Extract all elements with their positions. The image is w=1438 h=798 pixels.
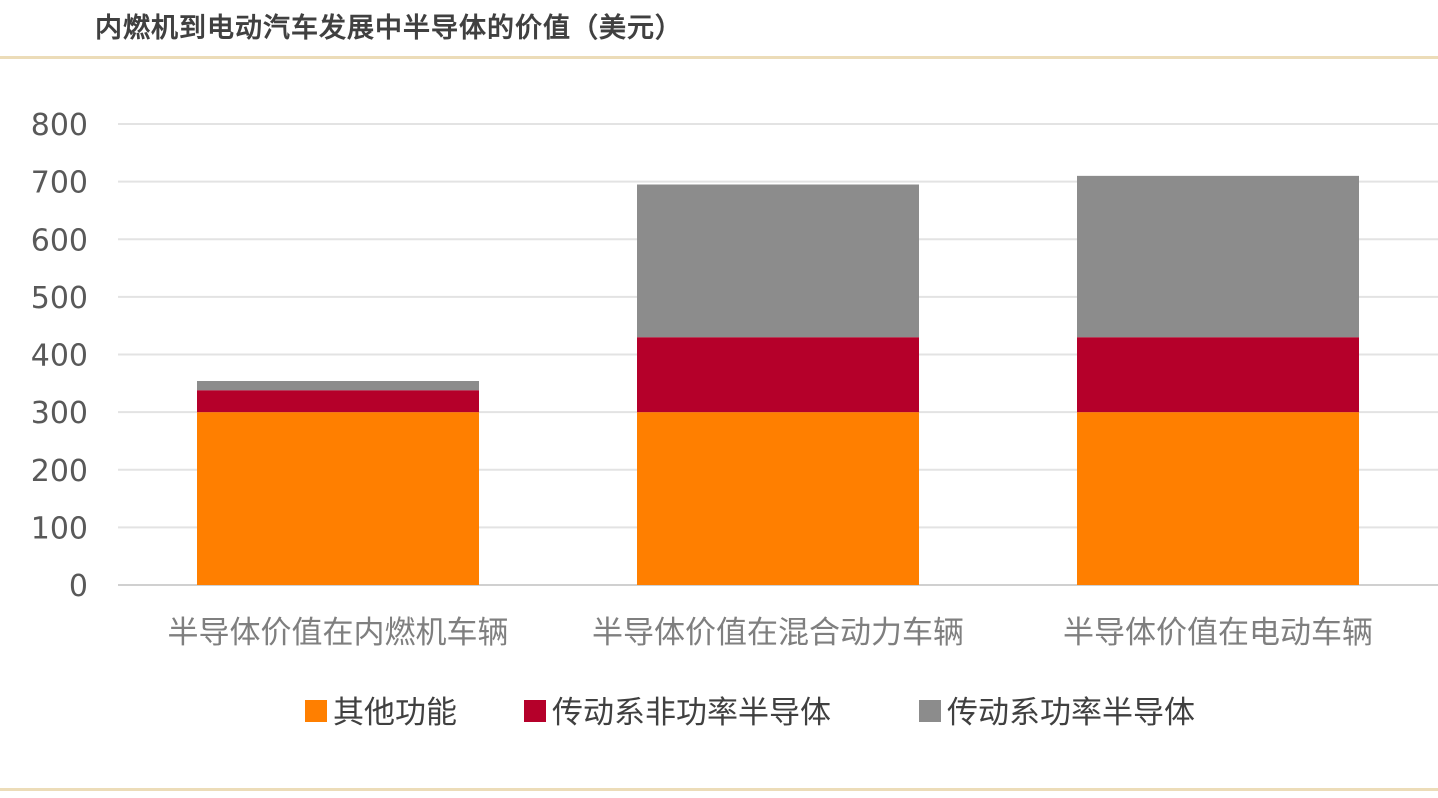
y-tick-label: 400 bbox=[31, 339, 88, 374]
bar-segment bbox=[197, 390, 479, 413]
x-tick-label: 半导体价值在混合动力车辆 bbox=[592, 615, 964, 651]
y-axis-tick-labels: 0 100 200 300 400 500 600 700 800 bbox=[31, 108, 88, 604]
legend-label: 传动系非功率半导体 bbox=[552, 695, 831, 731]
y-tick-label: 500 bbox=[31, 281, 88, 316]
bar-segment bbox=[197, 381, 479, 391]
legend-label: 传动系功率半导体 bbox=[947, 695, 1195, 731]
top-divider bbox=[0, 56, 1438, 59]
y-tick-label: 600 bbox=[31, 223, 88, 258]
bar-segment bbox=[1077, 175, 1359, 338]
y-tick-label: 300 bbox=[31, 396, 88, 431]
y-tick-label: 100 bbox=[31, 511, 88, 546]
bar-segment bbox=[637, 184, 919, 338]
legend-swatch bbox=[919, 700, 941, 722]
bar-segment bbox=[1077, 337, 1359, 413]
x-tick-label: 半导体价值在电动车辆 bbox=[1063, 615, 1373, 651]
legend-label: 其他功能 bbox=[333, 695, 457, 731]
legend-swatch bbox=[524, 700, 546, 722]
x-tick-label: 半导体价值在内燃机车辆 bbox=[168, 615, 509, 651]
y-tick-label: 800 bbox=[31, 108, 88, 143]
legend: 其他功能 传动系非功率半导体 传动系功率半导体 bbox=[305, 695, 1195, 731]
bar-segment bbox=[1077, 412, 1359, 585]
y-tick-label: 0 bbox=[69, 569, 88, 604]
bottom-divider bbox=[0, 788, 1438, 791]
bar-segment bbox=[637, 412, 919, 585]
chart-title: 内燃机到电动汽车发展中半导体的价值（美元） bbox=[95, 13, 683, 44]
x-axis-tick-labels: 半导体价值在内燃机车辆 半导体价值在混合动力车辆 半导体价值在电动车辆 bbox=[168, 615, 1374, 651]
y-tick-label: 700 bbox=[31, 166, 88, 201]
bar-segment bbox=[197, 412, 479, 585]
legend-swatch bbox=[305, 700, 327, 722]
bar-segment bbox=[637, 337, 919, 413]
y-tick-label: 200 bbox=[31, 454, 88, 489]
bars bbox=[197, 175, 1359, 585]
